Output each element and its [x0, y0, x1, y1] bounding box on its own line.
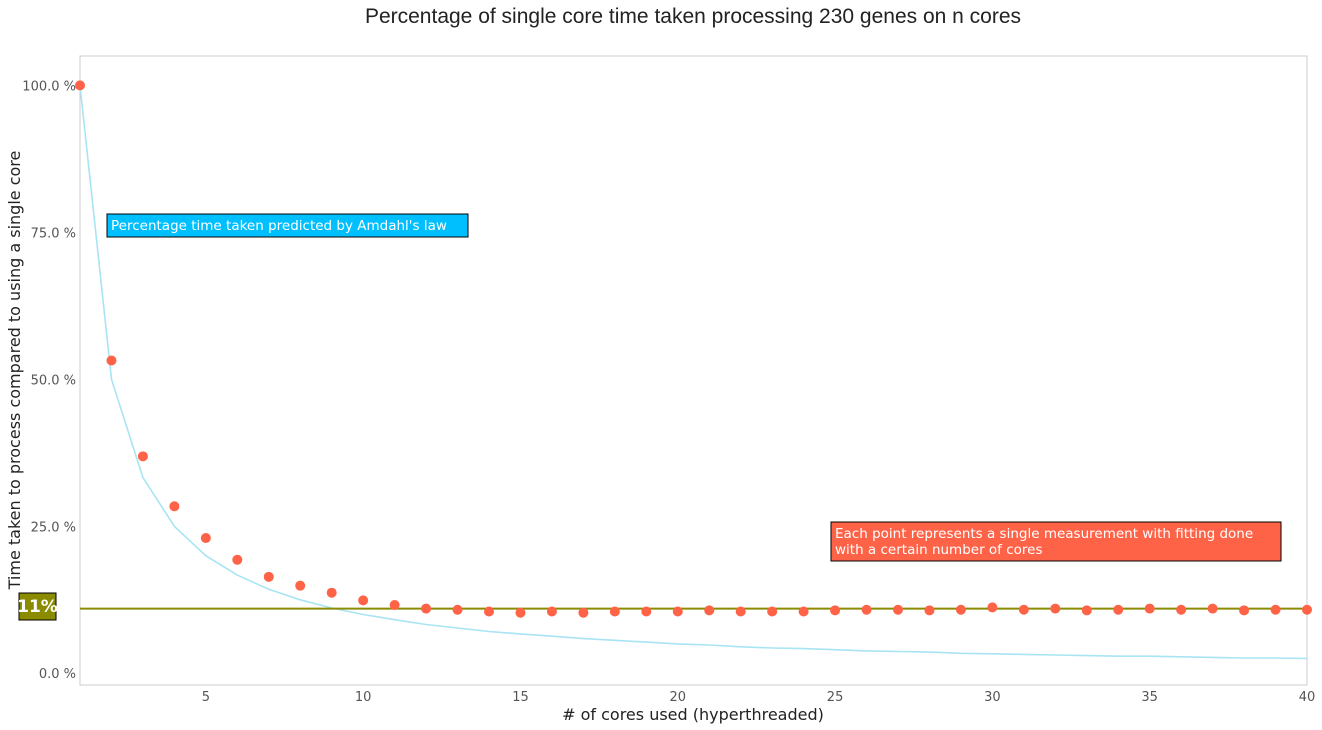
y-tick-label: 50.0 % — [31, 373, 76, 388]
data-point — [735, 606, 746, 617]
data-point — [987, 602, 998, 613]
data-point — [484, 606, 494, 617]
x-tick-label: 25 — [827, 690, 844, 705]
amdahl-line — [79, 85, 1308, 660]
data-point — [1239, 605, 1250, 616]
y-tick-label: 75.0 % — [31, 226, 76, 241]
data-point — [830, 605, 841, 616]
y-tick-label: 100.0 % — [22, 79, 76, 94]
points-annotation: Each point represents a single measureme… — [830, 521, 1282, 562]
data-point — [1144, 603, 1155, 614]
chart-title: Percentage of single core time taken pro… — [365, 5, 1021, 28]
data-point — [924, 605, 935, 616]
data-point — [1050, 603, 1061, 614]
points-annotation-box — [830, 521, 1282, 562]
data-point — [893, 604, 903, 615]
data-point — [955, 604, 966, 615]
data-point — [767, 606, 778, 617]
amdahl-annotation: Percentage time taken predicted by Amdah… — [106, 213, 469, 238]
x-tick-label: 30 — [984, 690, 1001, 705]
data-point — [1270, 604, 1281, 615]
data-point — [861, 604, 872, 615]
data-point — [169, 501, 180, 512]
x-tick-label: 35 — [1141, 690, 1158, 705]
data-point — [1207, 603, 1218, 614]
data-point — [704, 605, 715, 616]
data-point — [672, 606, 683, 617]
data-point — [578, 607, 589, 618]
data-point — [232, 554, 243, 565]
x-tick-label: 10 — [355, 690, 372, 705]
hline-badge-label: 11% — [17, 597, 58, 617]
data-point — [389, 600, 400, 611]
data-point — [1081, 605, 1092, 616]
data-point — [1302, 604, 1312, 615]
plot-area — [79, 55, 1308, 686]
points-layer — [75, 80, 1312, 618]
data-point — [75, 80, 85, 91]
hline-badge-box — [18, 592, 57, 621]
data-point — [641, 606, 652, 617]
data-point — [326, 587, 337, 598]
hline-badge: 11% — [17, 592, 58, 621]
x-ticks: 5 10 15 20 25 30 35 40 — [202, 690, 1316, 705]
data-point — [1018, 604, 1029, 615]
y-tick-label: 0.0 % — [39, 667, 76, 682]
points-annotation-line-1: Each point represents a single measureme… — [835, 526, 1253, 542]
data-point — [452, 604, 463, 615]
amdahl-annotation-box — [106, 213, 469, 238]
y-ticks: 0.0 % 25.0 % 50.0 % 75.0 % 100.0 % — [22, 79, 76, 682]
data-point — [1113, 604, 1124, 615]
data-point — [137, 451, 148, 462]
x-tick-label: 20 — [669, 690, 686, 705]
data-point — [295, 580, 306, 591]
data-point — [515, 607, 526, 618]
amdahl-annotation-text: Percentage time taken predicted by Amdah… — [111, 218, 447, 234]
data-point — [106, 355, 117, 366]
y-tick-label: 25.0 % — [31, 520, 76, 535]
y-axis-label: Time taken to process compared to using … — [5, 151, 24, 591]
data-point — [609, 606, 620, 617]
data-point — [798, 606, 809, 617]
x-tick-label: 40 — [1299, 690, 1316, 705]
data-point — [1176, 604, 1187, 615]
data-point — [200, 533, 211, 544]
x-axis-label: # of cores used (hyperthreaded) — [562, 705, 824, 724]
points-annotation-line-2: with a certain number of cores — [835, 542, 1043, 558]
data-point — [421, 603, 432, 614]
x-tick-label: 5 — [202, 690, 210, 705]
x-tick-label: 15 — [512, 690, 529, 705]
amdahl-line-layer — [79, 85, 1308, 660]
data-point — [263, 571, 274, 582]
data-point — [358, 595, 369, 606]
data-point — [546, 606, 557, 617]
